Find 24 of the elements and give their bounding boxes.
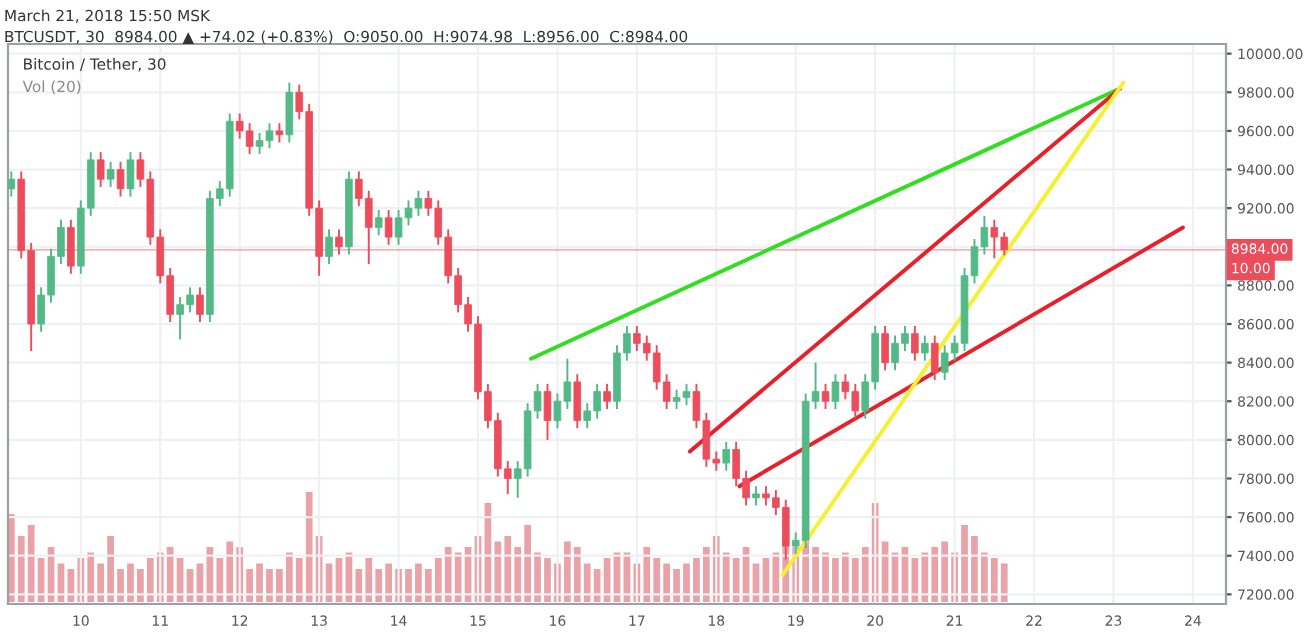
- candlestick: [921, 334, 929, 362]
- candlestick: [821, 382, 830, 410]
- candlestick: [603, 382, 611, 410]
- candlestick: [722, 440, 731, 472]
- candlestick: [126, 151, 135, 198]
- candlestick: [543, 382, 552, 441]
- candlestick: [325, 228, 333, 266]
- candlestick: [275, 122, 284, 144]
- candlestick: [911, 324, 919, 362]
- candlestick: [384, 209, 393, 246]
- candlestick: [116, 160, 125, 198]
- candlestick: [831, 373, 840, 410]
- candlestick: [930, 334, 939, 381]
- candlestick: [881, 324, 889, 372]
- candlestick: [106, 160, 115, 188]
- candlestick: [285, 81, 294, 144]
- candlestick: [752, 485, 760, 507]
- candlestick: [8, 170, 16, 198]
- candlestick: [67, 218, 75, 275]
- candlestick: [96, 151, 105, 188]
- candlestick: [196, 286, 204, 324]
- candlestick: [335, 228, 343, 256]
- candlestick: [374, 209, 383, 237]
- candlestick: [573, 373, 582, 430]
